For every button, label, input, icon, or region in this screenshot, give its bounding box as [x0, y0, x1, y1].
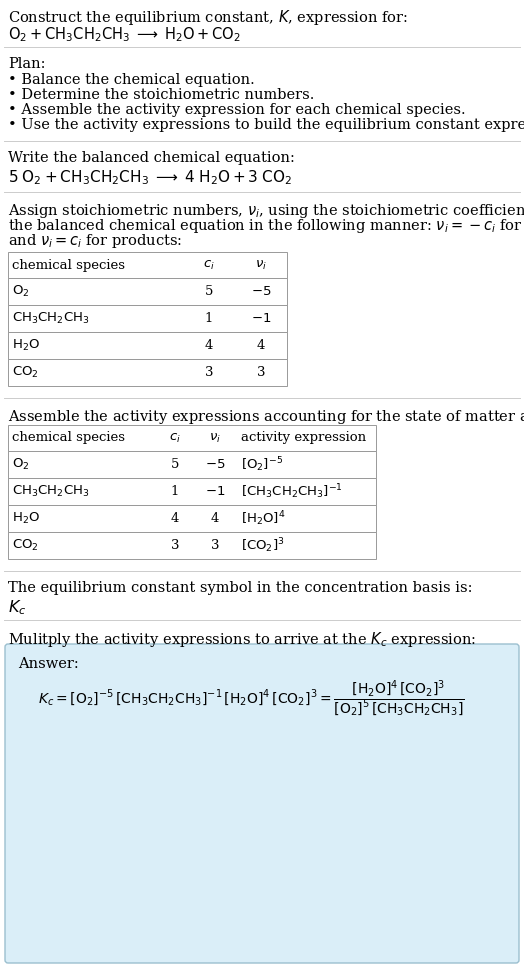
Text: $\mathrm{CO_2}$: $\mathrm{CO_2}$: [12, 538, 39, 553]
Text: $\mathrm{CH_3CH_2CH_3}$: $\mathrm{CH_3CH_2CH_3}$: [12, 311, 90, 326]
Text: chemical species: chemical species: [12, 259, 125, 271]
Text: $\mathrm{5\;O_2 + CH_3CH_2CH_3 \;\longrightarrow\; 4\;H_2O + 3\;CO_2}$: $\mathrm{5\;O_2 + CH_3CH_2CH_3 \;\longri…: [8, 168, 292, 186]
Text: $\mathrm{O_2 + CH_3CH_2CH_3 \;\longrightarrow\; H_2O + CO_2}$: $\mathrm{O_2 + CH_3CH_2CH_3 \;\longright…: [8, 25, 241, 43]
Text: • Use the activity expressions to build the equilibrium constant expression.: • Use the activity expressions to build …: [8, 118, 524, 132]
Text: 4: 4: [257, 339, 265, 352]
Text: Answer:: Answer:: [18, 657, 79, 671]
Text: $-1$: $-1$: [205, 485, 225, 498]
Text: 5: 5: [205, 285, 213, 298]
Bar: [8, 278, 287, 305]
Text: $[\mathrm{H_2O}]^{4}$: $[\mathrm{H_2O}]^{4}$: [241, 510, 286, 528]
Text: $-1$: $-1$: [251, 312, 271, 325]
Text: activity expression: activity expression: [241, 431, 366, 445]
Bar: [8, 478, 376, 505]
Text: • Determine the stoichiometric numbers.: • Determine the stoichiometric numbers.: [8, 88, 314, 102]
Bar: [8, 505, 376, 532]
Bar: [8, 332, 287, 359]
Text: $c_i$: $c_i$: [203, 259, 215, 271]
Text: $\nu_i$: $\nu_i$: [209, 431, 221, 445]
Text: 4: 4: [211, 512, 219, 525]
Text: chemical species: chemical species: [12, 431, 125, 445]
Text: $K_c$: $K_c$: [8, 598, 26, 617]
Text: $K_c = [\mathrm{O_2}]^{-5}\,[\mathrm{CH_3CH_2CH_3}]^{-1}\,[\mathrm{H_2O}]^{4}\,[: $K_c = [\mathrm{O_2}]^{-5}\,[\mathrm{CH_…: [38, 679, 464, 719]
Bar: [8, 305, 287, 332]
Text: $\mathrm{O_2}$: $\mathrm{O_2}$: [12, 284, 29, 299]
Text: 1: 1: [171, 485, 179, 498]
Bar: [8, 252, 287, 278]
Text: $-5$: $-5$: [205, 458, 225, 471]
Text: 3: 3: [205, 366, 213, 379]
Text: Assign stoichiometric numbers, $\nu_i$, using the stoichiometric coefficients, $: Assign stoichiometric numbers, $\nu_i$, …: [8, 202, 524, 220]
Text: The equilibrium constant symbol in the concentration basis is:: The equilibrium constant symbol in the c…: [8, 581, 473, 595]
Text: 4: 4: [205, 339, 213, 352]
Bar: [8, 425, 376, 451]
Text: $[\mathrm{O_2}]^{-5}$: $[\mathrm{O_2}]^{-5}$: [241, 455, 283, 474]
Text: $\mathrm{H_2O}$: $\mathrm{H_2O}$: [12, 338, 40, 353]
Text: Write the balanced chemical equation:: Write the balanced chemical equation:: [8, 151, 295, 165]
Text: $[\mathrm{CO_2}]^{3}$: $[\mathrm{CO_2}]^{3}$: [241, 537, 285, 555]
Text: $\mathrm{O_2}$: $\mathrm{O_2}$: [12, 457, 29, 472]
Text: 1: 1: [205, 312, 213, 325]
Text: 3: 3: [211, 539, 219, 552]
Text: Mulitply the activity expressions to arrive at the $K_c$ expression:: Mulitply the activity expressions to arr…: [8, 630, 476, 649]
Text: the balanced chemical equation in the following manner: $\nu_i = -c_i$ for react: the balanced chemical equation in the fo…: [8, 217, 524, 235]
Text: 4: 4: [171, 512, 179, 525]
Text: $\mathrm{H_2O}$: $\mathrm{H_2O}$: [12, 510, 40, 526]
Text: Plan:: Plan:: [8, 57, 46, 71]
Text: • Assemble the activity expression for each chemical species.: • Assemble the activity expression for e…: [8, 103, 466, 117]
Text: • Balance the chemical equation.: • Balance the chemical equation.: [8, 73, 255, 87]
Text: 3: 3: [171, 539, 179, 552]
Text: $c_i$: $c_i$: [169, 431, 181, 445]
Bar: [8, 359, 287, 386]
Text: $-5$: $-5$: [251, 285, 271, 298]
Text: $[\mathrm{CH_3CH_2CH_3}]^{-1}$: $[\mathrm{CH_3CH_2CH_3}]^{-1}$: [241, 482, 343, 501]
Text: 3: 3: [257, 366, 265, 379]
Text: 5: 5: [171, 458, 179, 471]
Text: Assemble the activity expressions accounting for the state of matter and $\nu_i$: Assemble the activity expressions accoun…: [8, 408, 524, 426]
Text: $\mathrm{CH_3CH_2CH_3}$: $\mathrm{CH_3CH_2CH_3}$: [12, 484, 90, 499]
Text: Construct the equilibrium constant, $K$, expression for:: Construct the equilibrium constant, $K$,…: [8, 8, 408, 27]
Bar: [8, 532, 376, 559]
FancyBboxPatch shape: [5, 644, 519, 963]
Bar: [8, 451, 376, 478]
Text: $\nu_i$: $\nu_i$: [255, 259, 267, 271]
Text: and $\nu_i = c_i$ for products:: and $\nu_i = c_i$ for products:: [8, 232, 182, 250]
Text: $\mathrm{CO_2}$: $\mathrm{CO_2}$: [12, 365, 39, 380]
